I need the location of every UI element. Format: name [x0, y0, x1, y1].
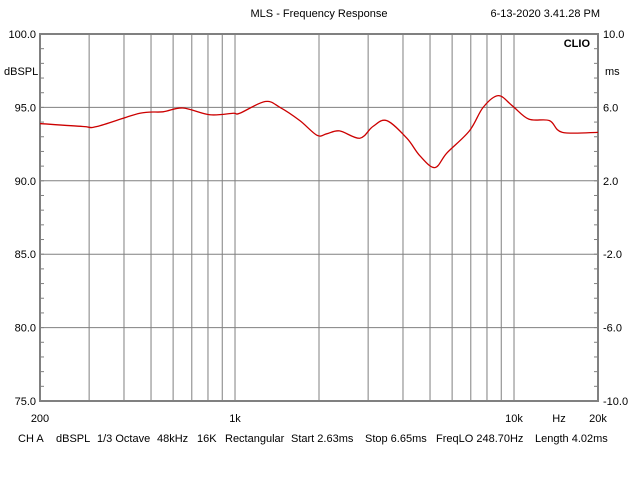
- plot-frame: [39, 33, 599, 402]
- y-tick-label: 75.0: [15, 396, 36, 408]
- x-tick-label: 200: [31, 413, 49, 425]
- series-line-ch-a: [39, 95, 599, 169]
- y-axis-label: dBSPL: [4, 66, 38, 78]
- y2-tick-label: 2.0: [603, 176, 618, 188]
- chart-title: MLS - Frequency Response: [251, 8, 388, 20]
- footer-info: CH A dBSPL 1/3 Octave 48kHz 16K Rectangu…: [18, 433, 608, 445]
- footer-channel: CH A: [18, 433, 44, 445]
- grid: [40, 34, 598, 401]
- y2-tick-label: -2.0: [603, 249, 622, 261]
- y2-axis-label: ms: [605, 66, 620, 78]
- footer-size: 16K: [197, 433, 217, 445]
- y2-tick-label: -10.0: [603, 396, 628, 408]
- y-tick-label: 90.0: [15, 176, 36, 188]
- footer-length: Length 4.02ms: [535, 433, 608, 445]
- y2-tick-label: 6.0: [603, 102, 618, 114]
- y2-tick-label: 10.0: [603, 29, 624, 41]
- footer-freqlo: FreqLO 248.70Hz: [436, 433, 523, 445]
- y-tick-label: 100.0: [8, 29, 36, 41]
- footer-sample-rate: 48kHz: [157, 433, 188, 445]
- y-tick-label: 95.0: [15, 102, 36, 114]
- footer-smoothing: 1/3 Octave: [97, 433, 150, 445]
- x-tick-label: 1k: [229, 413, 241, 425]
- timestamp: 6-13-2020 3.41.28 PM: [491, 8, 600, 20]
- footer-window: Rectangular: [225, 433, 285, 445]
- footer-stop: Stop 6.65ms: [365, 433, 427, 445]
- x-tick-label: 10k: [505, 413, 523, 425]
- brand-label: CLIO: [564, 38, 591, 50]
- x-tick-label: 20k: [589, 413, 607, 425]
- y2-tick-label: -6.0: [603, 323, 622, 335]
- y-tick-label: 85.0: [15, 249, 36, 261]
- y-tick-label: 80.0: [15, 323, 36, 335]
- footer-start: Start 2.63ms: [291, 433, 354, 445]
- footer-units: dBSPL: [56, 433, 90, 445]
- x-axis-label: Hz: [552, 413, 565, 425]
